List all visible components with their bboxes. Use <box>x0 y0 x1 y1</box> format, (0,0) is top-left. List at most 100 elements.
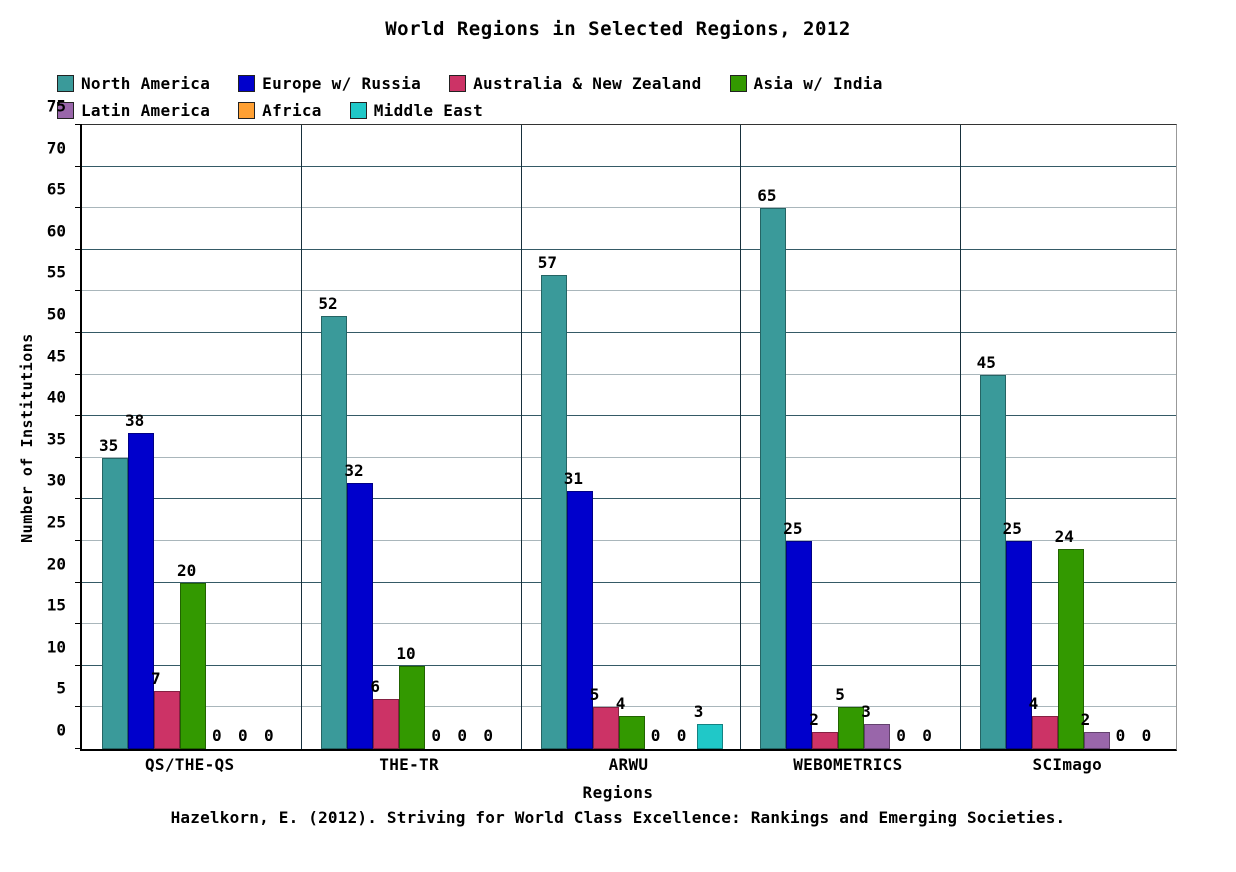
y-axis-tick-label: 40 <box>46 387 66 407</box>
legend-entry[interactable]: Australia & New Zealand <box>449 74 701 93</box>
x-axis-categories: QS/THE-QS THE-TR ARWU WEBOMETRICS SCImago <box>80 755 1177 781</box>
bar[interactable] <box>154 690 180 749</box>
chart-legend: North America Europe w/ Russia Australia &… <box>57 70 1177 124</box>
legend-entry[interactable]: North America <box>57 74 210 93</box>
bar[interactable] <box>373 699 400 749</box>
bar-value-label: 25 <box>783 519 803 538</box>
bar[interactable] <box>399 665 426 749</box>
legend-label: North America <box>81 74 211 93</box>
bar-value-label: 0 <box>922 726 932 745</box>
plot-wrapper: 0 5 10 15 20 25 30 35 40 45 50 55 60 65 70 75 35 38 7 20 0 0 0… <box>47 97 1177 751</box>
group-separator <box>301 125 303 749</box>
bar[interactable] <box>180 582 206 749</box>
bar-group: 52 32 6 10 0 0 0 <box>301 125 520 749</box>
legend-label: Latin America <box>81 101 211 120</box>
x-axis-category-label: ARWU <box>608 755 649 774</box>
legend-swatch-icon <box>729 75 747 92</box>
bar-value-label: 24 <box>1054 527 1074 547</box>
legend-entry[interactable]: Asia w/ India <box>729 74 883 93</box>
bar-value-label: 57 <box>537 252 558 272</box>
bar-value-label: 0 <box>896 726 906 745</box>
bar-value-label: 0 <box>650 726 661 745</box>
gridline <box>82 373 1176 375</box>
gridline <box>82 415 1176 417</box>
gridline <box>82 165 1176 167</box>
legend-swatch-icon <box>57 75 74 92</box>
x-axis-category-label: QS/THE-QS <box>144 755 235 774</box>
bar-value-label: 35 <box>99 435 119 455</box>
bar-value-label: 0 <box>483 726 494 745</box>
y-axis-tick: 35 <box>47 429 82 458</box>
bar-value-label: 65 <box>757 186 777 206</box>
legend-entry[interactable]: Africa <box>238 101 322 120</box>
bar[interactable] <box>321 316 348 749</box>
legend-entry[interactable]: Latin America <box>57 101 210 120</box>
bar-value-label: 3 <box>693 702 704 722</box>
y-axis-tick: 5 <box>56 679 82 708</box>
bar[interactable] <box>1057 549 1084 749</box>
y-axis-tick: 55 <box>47 263 82 292</box>
bar[interactable] <box>128 432 154 749</box>
y-axis-tick-label: 30 <box>46 470 66 490</box>
y-axis-tick-label: 75 <box>46 96 66 116</box>
bar-value-label: 4 <box>1028 693 1039 713</box>
bar[interactable] <box>979 374 1006 749</box>
gridline <box>82 498 1176 500</box>
y-axis-tick-label: 45 <box>46 346 66 366</box>
bar-value-label: 2 <box>1080 710 1091 730</box>
bar[interactable] <box>696 724 723 749</box>
y-axis-tick: 50 <box>47 305 82 333</box>
legend-entry[interactable]: Middle East <box>349 101 483 120</box>
bar-value-label: 52 <box>318 294 338 314</box>
legend-swatch-icon <box>57 102 74 119</box>
bar[interactable] <box>566 491 593 749</box>
legend-label: Europe w/ Russia <box>262 74 422 93</box>
gridline <box>82 207 1176 209</box>
x-axis-category-label: SCImago <box>1032 755 1103 774</box>
bar-value-label: 0 <box>212 726 222 745</box>
group-separator <box>740 125 742 749</box>
legend-label: Asia w/ India <box>753 74 883 93</box>
bar[interactable] <box>618 715 645 749</box>
bar[interactable] <box>1005 541 1032 749</box>
bar[interactable] <box>1083 732 1110 749</box>
bar-group: 35 38 7 20 0 0 0 <box>82 125 301 749</box>
plot-area: 0 5 10 15 20 25 30 35 40 45 50 55 60 65 70 75 35 38 7 20 0 0 0… <box>47 97 1177 751</box>
bar-value-label: 5 <box>835 685 845 705</box>
y-axis-tick: 20 <box>47 554 82 583</box>
bar[interactable] <box>102 457 128 749</box>
bar-value-label: 0 <box>431 726 442 745</box>
bar[interactable] <box>540 274 567 749</box>
legend-entry[interactable]: Europe w/ Russia <box>238 74 421 93</box>
y-axis-tick-label: 25 <box>46 512 66 532</box>
bar-value-label: 5 <box>589 685 600 705</box>
legend-row-1: North America Europe w/ Russia Australia &… <box>57 70 1177 97</box>
y-axis-tick-label: 10 <box>46 637 66 657</box>
y-axis-tick: 40 <box>47 388 82 417</box>
bar-value-label: 32 <box>344 460 364 480</box>
bar[interactable] <box>786 541 813 749</box>
bar-value-label: 45 <box>976 352 996 372</box>
legend-swatch-icon <box>349 102 367 119</box>
chart-caption: Hazelkorn, E. (2012). Striving for World… <box>170 808 1066 827</box>
bar[interactable] <box>838 707 865 749</box>
bar[interactable] <box>592 707 619 749</box>
bar[interactable] <box>1031 715 1058 749</box>
bar-value-label: 7 <box>151 668 161 688</box>
x-axis-category-label: WEBOMETRICS <box>793 755 903 774</box>
gridline <box>82 623 1176 625</box>
bar-value-label: 6 <box>370 677 381 697</box>
bar-value-label: 25 <box>1002 519 1022 538</box>
bar[interactable] <box>812 732 839 749</box>
y-axis-tick: 70 <box>47 138 82 167</box>
y-axis-tick-label: 0 <box>56 720 66 740</box>
bar[interactable] <box>864 724 891 749</box>
gridline <box>82 581 1176 583</box>
bar-value-label: 0 <box>457 726 468 745</box>
bar[interactable] <box>760 208 787 749</box>
chart-title: World Regions in Selected Regions, 2012 <box>385 18 851 40</box>
bar[interactable] <box>347 482 374 749</box>
y-axis-title: Number of Institutions <box>16 124 38 751</box>
bar-group: 65 25 2 5 3 0 0 <box>740 125 959 749</box>
y-axis-tick-label: 70 <box>46 138 66 158</box>
